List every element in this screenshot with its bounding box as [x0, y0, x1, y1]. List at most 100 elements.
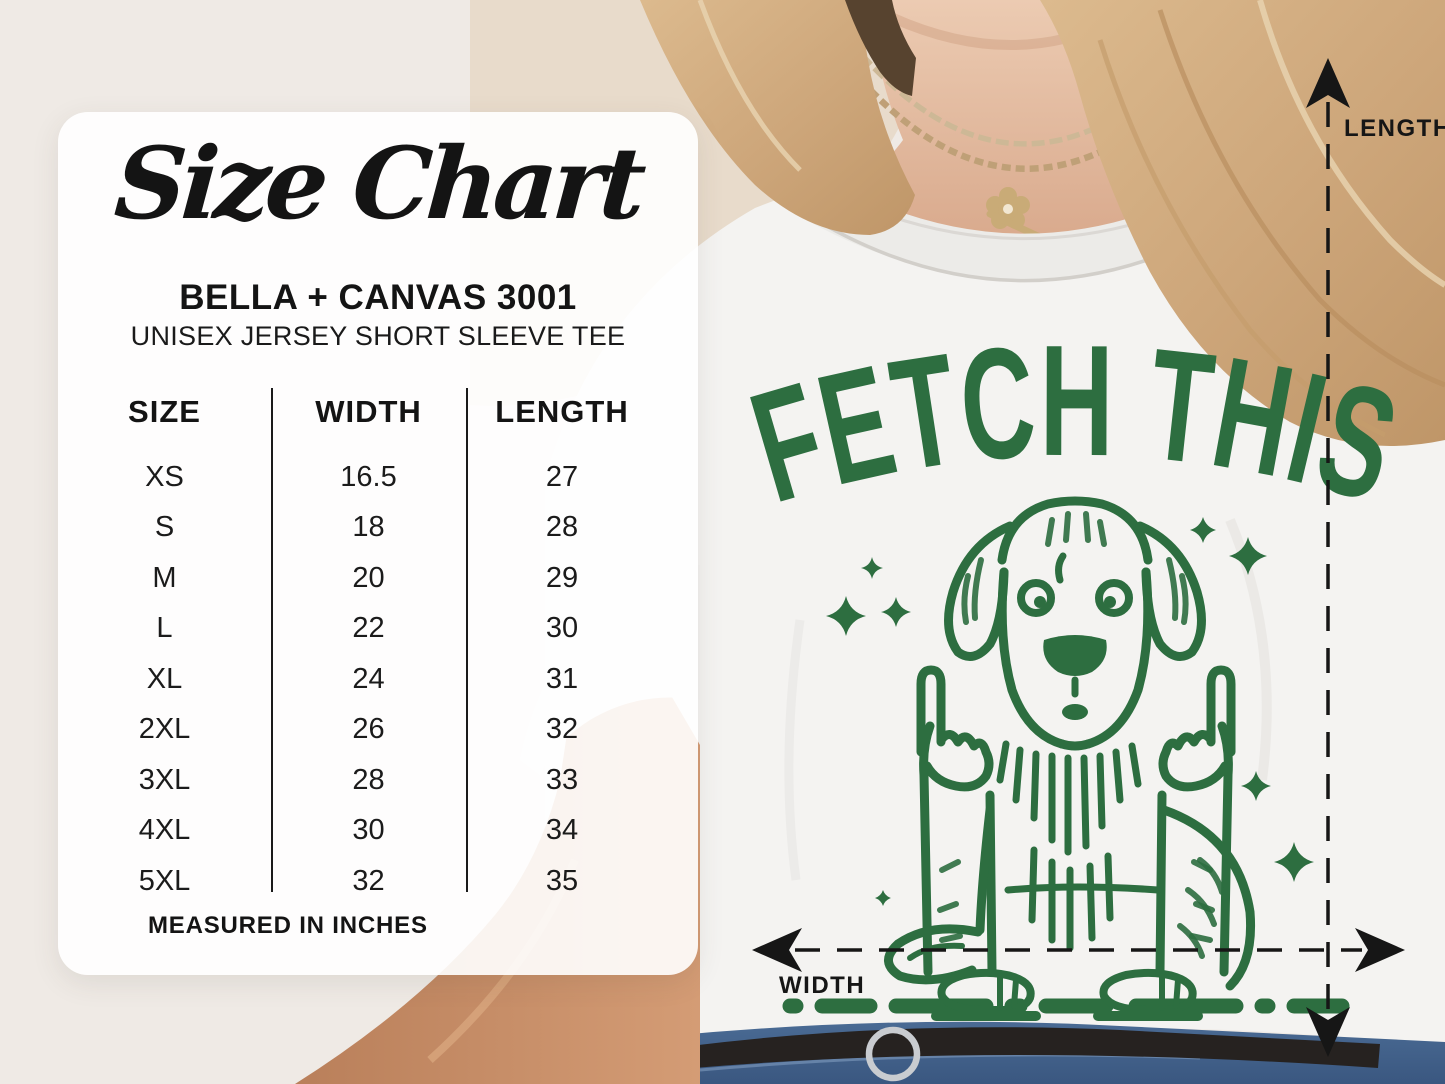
collar-outer-edge [795, 172, 1237, 240]
length-cell: 33 [545, 763, 579, 796]
dog-left-eye [1017, 579, 1055, 617]
dog-right-pupil [1104, 596, 1116, 608]
shirt-hem-shadow [699, 1033, 1445, 1055]
length-cell: 29 [545, 561, 579, 594]
size-table: SIZE WIDTH LENGTH XS 16.5 27 S 18 28 M 2… [58, 384, 658, 907]
jaw-shadow [890, 13, 1115, 50]
dog-left-knuckles [922, 730, 994, 792]
size-cell: M [152, 561, 177, 594]
length-cell: 32 [545, 713, 579, 746]
dog-left-pupil [1034, 596, 1046, 608]
table-row: 5XL 32 35 [58, 856, 658, 907]
column-header-length: LENGTH [495, 394, 629, 429]
dog-left-arm [919, 721, 935, 977]
arrow-right-icon [1355, 928, 1405, 972]
width-cell: 18 [352, 511, 385, 544]
length-cell: 28 [545, 511, 579, 544]
length-cell: 31 [545, 662, 579, 695]
arrow-up-icon [1306, 58, 1350, 108]
shirt-wrinkle [1225, 518, 1272, 781]
hair-right [1040, 0, 1445, 446]
flower-toggle-pendant [986, 187, 1046, 242]
size-cell: 2XL [138, 713, 191, 746]
dog-illustration [884, 496, 1256, 1021]
arrow-down-icon [1306, 1007, 1350, 1057]
length-label: LENGTH [1344, 115, 1445, 142]
dog-cheek-left [997, 567, 1067, 749]
sparkle-icon [826, 596, 866, 636]
dog-tail [884, 924, 983, 985]
size-cell: 5XL [138, 864, 191, 897]
measurement-labels: LENGTH WIDTH [752, 58, 1445, 1057]
print-title-text: FETCH THIS [734, 313, 1415, 536]
width-cell: 22 [352, 612, 385, 645]
width-cell: 20 [352, 561, 385, 594]
size-chart-title: Size Chart [111, 126, 645, 242]
size-cell: XL [146, 662, 183, 695]
dog-cheek-right [1083, 567, 1153, 749]
width-cell: 26 [352, 713, 385, 746]
dog-right-finger [1206, 665, 1236, 757]
dog-right-knuckles [1158, 730, 1230, 792]
dog-brow-mark [1055, 552, 1067, 584]
jeans [640, 1021, 1445, 1084]
column-divider [271, 388, 273, 892]
table-row: 2XL 26 32 [58, 705, 658, 756]
table-row: L 22 30 [58, 604, 658, 655]
dog-left-foot [937, 968, 1035, 1014]
size-chart-card: Size Chart BELLA + CANVAS 3001 UNISEX JE… [58, 112, 698, 975]
table-row: M 20 29 [58, 553, 658, 604]
hair-dark-wisp [845, 0, 916, 96]
dog-nose [1043, 635, 1107, 676]
sparkle-icon [875, 890, 891, 906]
product-name: UNISEX JERSEY SHORT SLEEVE TEE [130, 321, 626, 351]
jeans-stitch [699, 1053, 1201, 1072]
paperclip-chain-necklace [859, 53, 1180, 147]
hair-left-strand [697, 0, 802, 172]
length-cell: 30 [545, 612, 579, 645]
table-row: S 18 28 [58, 503, 658, 554]
shirt-wrinkle [784, 619, 805, 881]
column-header-width: WIDTH [315, 394, 422, 429]
sparkle-icon [1274, 842, 1314, 882]
dog-mouth [1062, 704, 1088, 720]
column-header-size: SIZE [128, 394, 201, 429]
belt [690, 1027, 1380, 1068]
brand-name: BELLA + CANVAS 3001 [179, 278, 577, 317]
size-cell: S [154, 511, 175, 544]
width-cell: 28 [352, 763, 385, 796]
sparkle-icon [1190, 517, 1216, 543]
print-title-group: FETCH THIS [734, 313, 1415, 536]
width-cell: 30 [352, 814, 385, 847]
column-divider [466, 388, 468, 892]
sparkle-icon [861, 557, 883, 579]
units-footnote: MEASURED IN INCHES [148, 912, 428, 939]
dog-right-ear [1135, 521, 1206, 661]
dog-haunch [1159, 805, 1256, 991]
sparkle-icon [881, 597, 911, 627]
sparkle-icon [1241, 771, 1271, 801]
hair-right-strand [1097, 39, 1387, 438]
dog-head [997, 496, 1153, 565]
size-cell: XS [145, 460, 184, 493]
dog-left-finger [916, 665, 946, 757]
table-row: 3XL 28 33 [58, 755, 658, 806]
width-cell: 32 [352, 864, 385, 897]
size-cell: 4XL [138, 814, 191, 847]
collar-band [788, 170, 1243, 280]
dog-right-eye [1095, 579, 1133, 617]
dog-right-arm [1217, 721, 1233, 977]
table-row: 4XL 30 34 [58, 806, 658, 857]
sparkle-icon [1229, 537, 1267, 575]
hair-right-strand [1257, 0, 1445, 288]
collar-inner-edge [805, 212, 1229, 283]
belt-ring-buckle [865, 1026, 921, 1082]
measurement-lines [795, 102, 1362, 1030]
width-cell: 24 [352, 662, 385, 695]
width-cell: 16.5 [340, 460, 397, 493]
hair-right-strand [1157, 9, 1445, 388]
arrow-left-icon [752, 928, 802, 972]
dog-left-ear [944, 521, 1015, 661]
dog-right-foot [1099, 968, 1197, 1014]
